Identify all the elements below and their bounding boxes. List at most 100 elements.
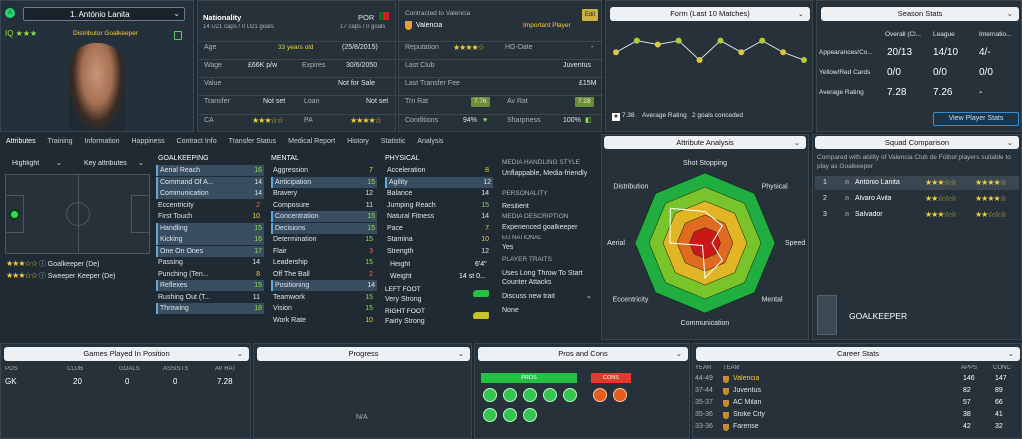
attribute-row[interactable]: Aerial Reach 16 <box>156 165 264 176</box>
games-header[interactable]: Games Played In Position ⌄ <box>4 347 249 361</box>
career-team[interactable]: Farense <box>733 423 759 430</box>
analysis-header[interactable]: Attribute Analysis ⌄ <box>604 136 806 149</box>
career-team[interactable]: AC Milan <box>733 399 762 406</box>
form-point[interactable] <box>696 57 703 64</box>
highlight-dropdown[interactable]: Highlight ⌄ <box>6 158 68 170</box>
tab-history[interactable]: History <box>347 138 369 145</box>
career-panel: Career Stats ⌄ YEAR TEAM APPS CONC 44-49 V… <box>692 343 1022 439</box>
attribute-row[interactable]: Work Rate 10 <box>271 315 377 326</box>
last-fee-value: £15M <box>579 80 597 87</box>
squad-row-num: 2 <box>823 195 827 202</box>
attribute-row[interactable]: Communication 14 <box>156 188 264 199</box>
form-point[interactable] <box>717 37 724 44</box>
season-header[interactable]: Season Stats ⌄ <box>821 7 1019 21</box>
key-attributes-dropdown[interactable]: Key attributes ⌄ <box>78 158 150 170</box>
edit-button[interactable]: Edit <box>582 9 598 21</box>
form-header[interactable]: Form (Last 10 Matches) ⌄ <box>610 7 810 21</box>
form-point[interactable] <box>654 41 661 48</box>
form-point[interactable] <box>738 49 745 56</box>
discuss-trait-button[interactable]: Discuss new trait <box>502 293 555 300</box>
right-boot-icon <box>473 312 489 319</box>
attribute-row[interactable]: Rushing Out (T... 11 <box>156 292 264 303</box>
attribute-value: 15 <box>367 224 375 232</box>
attribute-row[interactable]: Eccentricity 2 <box>156 200 264 211</box>
attribute-row[interactable]: Pace 7 <box>385 223 493 234</box>
attribute-row[interactable]: Jumping Reach 15 <box>385 200 493 211</box>
attribute-row[interactable]: Agility 12 <box>385 176 493 188</box>
edit-icon[interactable] <box>174 31 182 40</box>
attribute-row[interactable]: Leadership 15 <box>271 257 377 268</box>
attribute-row[interactable]: Punching (Ten... 8 <box>156 269 264 280</box>
squad-row[interactable]: 1 ⍝ António Lanita ★★★☆☆ ★★★★☆ <box>815 176 1019 190</box>
expires-label: Expires <box>302 62 326 69</box>
squad-header[interactable]: Squad Comparison ⌄ <box>815 136 1019 149</box>
career-team[interactable]: Stoke City <box>733 411 765 418</box>
attribute-row[interactable]: Determination 15 <box>271 234 377 245</box>
tab-training[interactable]: Training <box>47 138 73 145</box>
age-row: Age 33 years old (25/8/2015) <box>198 41 397 52</box>
form-point[interactable] <box>780 49 787 56</box>
attribute-row[interactable]: Flair 3 <box>271 246 377 257</box>
career-team[interactable]: Valencia <box>733 375 760 382</box>
form-point[interactable] <box>759 37 766 44</box>
attribute-name: Agility <box>389 178 408 186</box>
attribute-row[interactable]: Passing 14 <box>156 257 264 268</box>
attribute-row[interactable]: Kicking 16 <box>156 234 264 245</box>
attribute-row[interactable]: Positioning 14 <box>271 280 377 291</box>
attribute-value: 16 <box>254 236 262 243</box>
tab-analysis[interactable]: Analysis <box>417 138 444 145</box>
progress-header[interactable]: Progress ⌄ <box>257 347 470 361</box>
attribute-row[interactable]: Decisions 15 <box>271 222 377 234</box>
attribute-row[interactable]: Off The Ball 2 <box>271 269 377 280</box>
form-point[interactable] <box>675 37 682 44</box>
attribute-row[interactable]: Command Of A... 14 <box>156 176 264 188</box>
season-col-intl: Internatio... <box>979 31 1012 38</box>
attribute-name: Eccentricity <box>158 201 194 209</box>
tab-contract-info[interactable]: Contract Info <box>176 138 217 145</box>
attribute-row[interactable]: Aggression 7 <box>271 165 377 176</box>
attribute-row[interactable]: Balance 14 <box>385 188 493 199</box>
tab-information[interactable]: Information <box>84 138 120 145</box>
squad-row-ca: ★★★☆☆ <box>925 178 956 187</box>
tab-transfer-status[interactable]: Transfer Status <box>228 138 277 145</box>
attribute-row[interactable]: Stamina 10 <box>385 234 493 245</box>
attribute-row[interactable]: Handling 15 <box>156 222 264 234</box>
pros-cons-header[interactable]: Pros and Cons ⌄ <box>478 347 688 361</box>
attribute-row[interactable]: Natural Fitness 14 <box>385 211 493 222</box>
person-icon: ⍝ <box>845 179 850 186</box>
reputation-row: Reputation ★★★★☆ HG-Date - <box>399 41 603 52</box>
media-column: MEDIA HANDLING STYLE Unflappable, Media-… <box>500 155 598 330</box>
tab-statistic[interactable]: Statistic <box>380 138 406 145</box>
attribute-row[interactable]: Bravery 12 <box>271 188 377 199</box>
chevron-down-icon[interactable]: ⌄ <box>586 293 592 300</box>
player-name-select[interactable]: 1. António Lanita ⌄ <box>23 7 185 21</box>
attribute-value: 8 <box>485 167 489 174</box>
attribute-row[interactable]: Composure 11 <box>271 200 377 211</box>
form-point[interactable] <box>633 37 640 44</box>
squad-row[interactable]: 3 ⍝ Salvador ★★★☆☆ ★★☆☆☆ <box>815 208 1019 222</box>
radar-axis-label: Speed <box>785 240 805 247</box>
form-point[interactable] <box>801 57 807 64</box>
attribute-value: 8 <box>256 270 260 278</box>
tab-attributes[interactable]: Attributes <box>6 138 36 145</box>
attribute-row[interactable]: Vision 15 <box>271 303 377 314</box>
attribute-row[interactable]: Teamwork 15 <box>271 292 377 303</box>
attribute-row[interactable]: Acceleration 8 <box>385 165 493 176</box>
attribute-row[interactable]: Anticipation 15 <box>271 176 377 188</box>
tab-medical-report[interactable]: Medical Report <box>288 138 336 145</box>
attribute-row[interactable]: One On Ones 17 <box>156 245 264 257</box>
attribute-row[interactable]: Strength 12 <box>385 246 493 257</box>
ability-stars: IQ ★★★ <box>5 29 38 38</box>
view-player-stats-button[interactable]: View Player Stats <box>933 112 1019 126</box>
tab-happiness[interactable]: Happiness <box>131 138 165 145</box>
squad-row[interactable]: 2 ⍝ Álvaro Avila ★★☆☆☆ ★★★★☆ <box>815 192 1019 206</box>
career-team[interactable]: Juventus <box>733 387 762 394</box>
club-crest-icon <box>723 388 729 395</box>
form-point[interactable] <box>613 49 619 56</box>
attribute-row[interactable]: Throwing 18 <box>156 303 264 314</box>
squad-title: Squad Comparison <box>884 138 950 147</box>
attribute-row[interactable]: First Touch 10 <box>156 211 264 222</box>
attribute-row[interactable]: Reflexes 15 <box>156 280 264 291</box>
attribute-row[interactable]: Concentration 15 <box>271 211 377 222</box>
career-header[interactable]: Career Stats ⌄ <box>696 347 1020 361</box>
